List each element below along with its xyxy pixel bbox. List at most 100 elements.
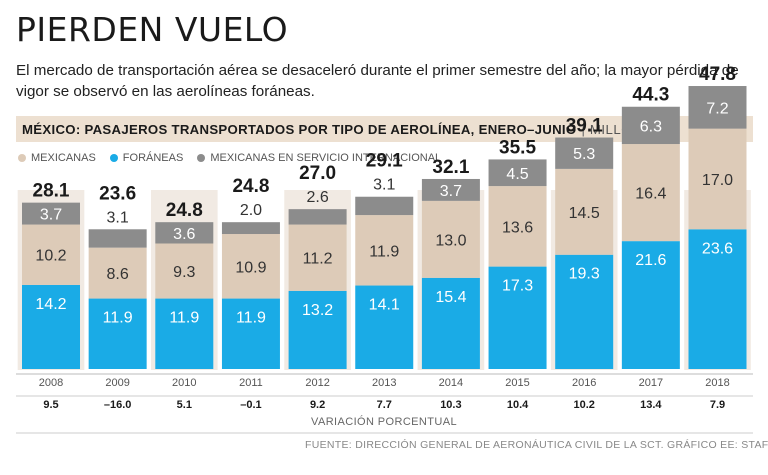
bar-intl	[688, 86, 747, 129]
bar-mexicanas	[555, 168, 614, 255]
variation-value: 10.2	[573, 399, 594, 411]
year-label: 2012	[305, 377, 329, 389]
label-foraneas: 19.3	[569, 266, 600, 283]
label-foraneas: 11.9	[169, 310, 199, 327]
variation-value: 9.2	[310, 399, 325, 411]
variation-value: 13.4	[640, 399, 662, 411]
bar-foraneas	[221, 298, 280, 369]
label-intl: 3.7	[440, 183, 462, 200]
bar-mexicanas	[22, 224, 80, 285]
label-intl: 4.5	[506, 166, 528, 183]
label-mexicanas: 10.9	[235, 259, 266, 276]
variation-value: 9.5	[43, 399, 58, 411]
legend-item-foraneas: FORÁNEAS	[109, 152, 184, 164]
label-foraneas: 11.9	[103, 310, 133, 327]
bar-foraneas	[688, 229, 747, 369]
legend-label-mexicanas: MEXICANAS	[31, 152, 96, 164]
year-label: 2011	[239, 377, 263, 389]
bar-foraneas	[88, 298, 147, 369]
bar-foraneas	[22, 284, 80, 369]
bar-intl	[621, 106, 680, 145]
year-label: 2018	[705, 377, 729, 389]
bar-mexicanas	[221, 234, 280, 299]
year-label: 2017	[639, 377, 663, 389]
label-total: 24.8	[166, 200, 203, 221]
label-foraneas: 11.9	[236, 310, 266, 327]
bar-intl	[155, 222, 214, 244]
variation-value: –0.1	[240, 399, 261, 411]
label-intl: 2.6	[306, 189, 328, 206]
bar-mexicanas	[688, 128, 747, 230]
label-foraneas: 13.2	[302, 302, 333, 319]
label-mexicanas: 13.6	[502, 219, 533, 236]
bar-mexicanas	[88, 247, 147, 299]
bar-mexicanas	[488, 186, 547, 267]
year-label: 2014	[439, 377, 463, 389]
label-intl: 3.6	[173, 226, 195, 243]
year-label: 2008	[39, 377, 63, 389]
label-total: 47.8	[699, 64, 736, 85]
label-mexicanas: 11.2	[303, 251, 333, 268]
label-foraneas: 23.6	[702, 240, 733, 257]
label-total: 23.6	[99, 183, 136, 204]
variation-value: –16.0	[104, 399, 132, 411]
bar-intl	[288, 209, 347, 225]
label-total: 39.1	[566, 116, 603, 137]
bar-foraneas	[555, 254, 614, 369]
bar-intl	[88, 229, 147, 248]
label-mexicanas: 9.3	[173, 264, 195, 281]
label-mexicanas: 13.0	[435, 232, 466, 249]
label-intl: 7.2	[706, 100, 728, 117]
bar-mexicanas	[155, 243, 214, 299]
legend-label-intl: MEXICANAS EN SERVICIO INTERNACIONAL	[210, 152, 442, 164]
label-intl: 3.1	[373, 177, 395, 194]
variation-value: 7.7	[377, 399, 392, 411]
legend-swatch-intl	[197, 154, 206, 162]
label-mexicanas: 17.0	[702, 172, 733, 189]
bar-mexicanas	[288, 224, 347, 291]
bar-foraneas	[621, 241, 680, 369]
label-total: 27.0	[299, 163, 336, 184]
legend-swatch-foraneas	[109, 154, 118, 162]
bar-mexicanas	[355, 215, 414, 286]
bar-intl	[421, 178, 480, 201]
variation-value: 7.9	[710, 399, 725, 411]
label-foraneas: 15.4	[435, 289, 466, 306]
label-intl: 3.7	[40, 207, 62, 224]
bar-mexicanas	[421, 200, 480, 278]
label-mexicanas: 8.6	[107, 266, 129, 283]
source-credit: FUENTE: DIRECCIÓN GENERAL DE AERONÁUTICA…	[305, 439, 768, 451]
label-intl: 5.3	[573, 146, 595, 163]
year-label: 2013	[372, 377, 396, 389]
bar-intl	[488, 159, 547, 187]
legend-item-mexicanas: MEXICANAS	[18, 152, 96, 164]
legend-swatch-mexicanas	[18, 154, 26, 162]
legend: MEXICANAS FORÁNEAS MEXICANAS EN SERVICIO…	[18, 152, 441, 164]
label-total: 32.1	[432, 157, 469, 178]
label-intl: 6.3	[640, 118, 662, 135]
label-foraneas: 21.6	[635, 252, 666, 269]
year-label: 2009	[105, 377, 129, 389]
label-intl: 2.0	[240, 202, 262, 219]
label-mexicanas: 11.9	[369, 243, 399, 260]
legend-item-intl: MEXICANAS EN SERVICIO INTERNACIONAL	[197, 152, 441, 164]
bar-intl	[355, 196, 414, 216]
chart-title: MÉXICO: PASAJEROS TRANSPORTADOS POR TIPO…	[22, 121, 577, 137]
bar-intl	[22, 202, 80, 225]
title-separator: |	[581, 121, 585, 137]
label-intl: 3.1	[107, 209, 129, 226]
year-label: 2010	[172, 377, 196, 389]
label-foraneas: 17.3	[502, 278, 533, 295]
label-total: 35.5	[499, 137, 536, 158]
legend-label-foraneas: FORÁNEAS	[122, 152, 184, 164]
label-foraneas: 14.1	[369, 297, 400, 314]
variacion-label: VARIACIÓN PORCENTUAL	[311, 416, 457, 428]
bar-intl	[221, 222, 280, 235]
headline: PIERDEN VUELO	[16, 10, 289, 49]
variation-value: 10.4	[507, 399, 529, 411]
label-mexicanas: 16.4	[635, 186, 666, 203]
bar-foraneas	[421, 277, 480, 369]
bar-intl	[555, 137, 614, 169]
year-label: 2016	[572, 377, 596, 389]
